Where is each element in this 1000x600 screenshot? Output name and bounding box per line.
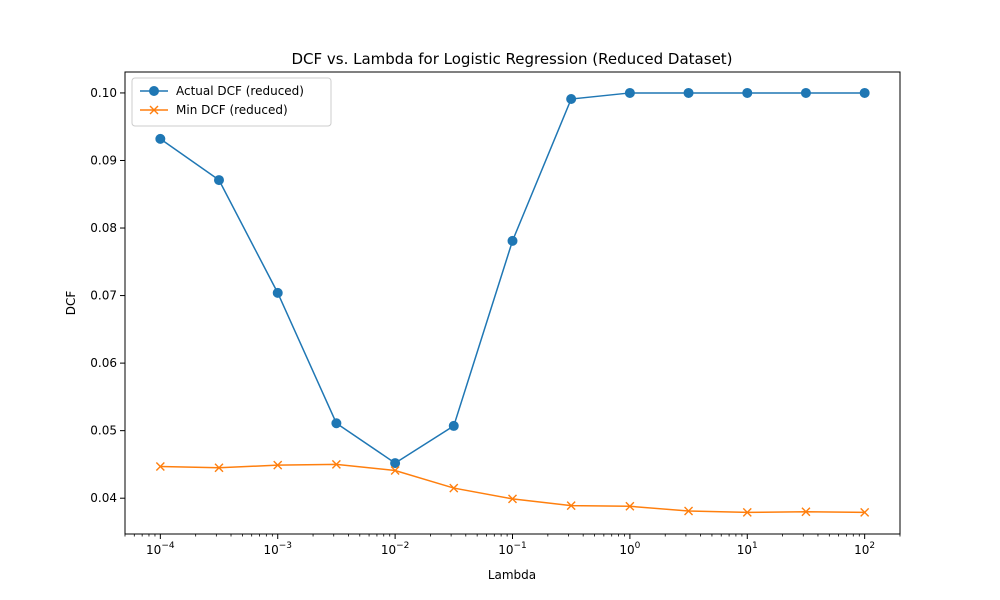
data-point-circle: [507, 235, 518, 246]
data-point-x: [390, 466, 400, 476]
data-point-circle: [331, 418, 342, 429]
x-axis-label: Lambda: [488, 568, 536, 582]
legend-label: Min DCF (reduced): [176, 103, 288, 117]
x-tick-exponent: −3: [279, 541, 292, 551]
legend-label: Actual DCF (reduced): [176, 84, 304, 98]
data-point-x: [742, 507, 752, 517]
data-point-x: [149, 105, 159, 115]
y-tick-label: 0.08: [90, 221, 117, 235]
x-tick-base: 10: [146, 543, 161, 557]
y-tick-label: 0.04: [90, 491, 117, 505]
y-tick-label: 0.05: [90, 424, 117, 438]
x-tick-label: 10−1: [498, 541, 527, 557]
legend-box: [131, 77, 332, 127]
data-point-x: [801, 507, 811, 517]
x-tick-exponent: 1: [752, 541, 758, 551]
x-tick-base: 10: [854, 543, 869, 557]
data-point-x: [155, 461, 165, 471]
y-tick-label: 0.10: [90, 86, 117, 100]
data-point-x: [625, 501, 635, 511]
x-tick-base: 10: [498, 543, 513, 557]
data-point-circle: [272, 287, 283, 298]
data-point-circle: [566, 94, 577, 105]
data-point-circle: [624, 87, 635, 98]
series-layer: [155, 87, 870, 517]
y-tick-label: 0.07: [90, 289, 117, 303]
data-point-x: [508, 494, 517, 504]
data-point-x: [331, 459, 341, 469]
x-tick-base: 10: [737, 543, 752, 557]
x-tick-base: 10: [619, 543, 634, 557]
data-point-circle: [800, 87, 811, 98]
data-point-circle: [149, 86, 159, 96]
x-tick-label: 10−4: [146, 541, 175, 557]
chart-title: DCF vs. Lambda for Logistic Regression (…: [291, 50, 732, 68]
series-1: [155, 459, 870, 517]
x-tick-exponent: 2: [869, 541, 875, 551]
x-tick-base: 10: [381, 543, 396, 557]
x-tick-exponent: −1: [514, 541, 527, 551]
x-axis-minor-ticks: [124, 534, 901, 537]
data-point-x: [273, 460, 283, 470]
y-axis-label: DCF: [64, 291, 78, 316]
y-tick-label: 0.06: [90, 356, 117, 370]
data-point-circle: [448, 420, 459, 431]
x-tick-label: 10−3: [263, 541, 292, 557]
series-0: [155, 87, 870, 469]
x-tick-exponent: 0: [635, 541, 641, 551]
data-point-x: [214, 463, 224, 473]
legend: Actual DCF (reduced) Min DCF (reduced): [131, 77, 332, 127]
data-point-circle: [683, 87, 694, 98]
data-point-x: [566, 501, 576, 511]
x-axis-ticks: 10−4 10−3 10−2 10−1 100 101 102: [146, 534, 875, 557]
x-tick-label: 101: [737, 541, 758, 557]
y-tick-label: 0.09: [90, 153, 117, 167]
x-tick-exponent: −2: [396, 541, 409, 551]
data-point-x: [684, 506, 694, 516]
x-tick-label: 102: [854, 541, 875, 557]
data-point-x: [449, 483, 459, 493]
y-axis-ticks: 0.04 0.05 0.06 0.07 0.08 0.09 0.10: [90, 86, 125, 505]
data-point-circle: [742, 87, 753, 98]
data-point-circle: [859, 87, 870, 98]
data-point-circle: [213, 175, 224, 186]
x-tick-base: 10: [263, 543, 278, 557]
legend-entry: Min DCF (reduced): [140, 103, 288, 117]
data-point-circle: [390, 458, 401, 469]
x-tick-exponent: −4: [161, 541, 175, 551]
legend-entry: Actual DCF (reduced): [140, 84, 304, 98]
x-tick-label: 10−2: [381, 541, 410, 557]
data-point-x: [860, 507, 870, 517]
x-tick-label: 100: [619, 541, 640, 557]
data-point-circle: [155, 133, 166, 144]
